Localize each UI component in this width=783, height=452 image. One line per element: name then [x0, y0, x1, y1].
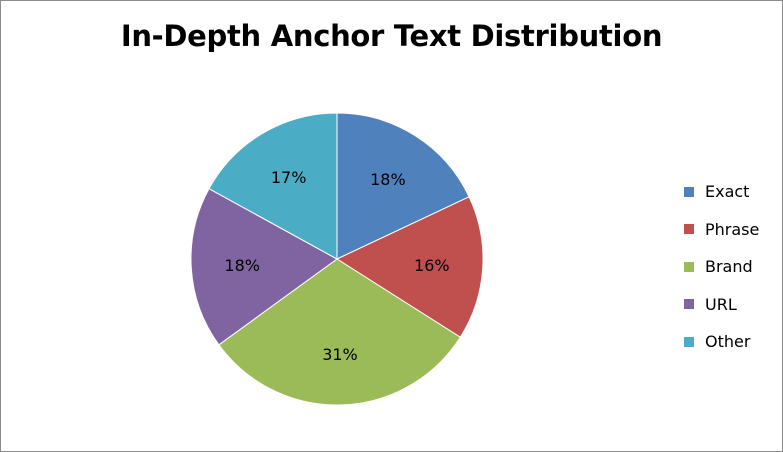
- legend-item-brand: Brand: [684, 248, 774, 286]
- pie-slice-brand: [218, 258, 461, 406]
- legend-label: URL: [705, 294, 737, 314]
- slice-label-other: 17%: [271, 168, 307, 187]
- legend-label: Brand: [705, 257, 753, 277]
- legend-label: Exact: [705, 182, 750, 202]
- chart-title: In-Depth Anchor Text Distribution: [120, 19, 663, 53]
- legend-swatch-other: [684, 336, 694, 347]
- legend-swatch-exact: [684, 186, 694, 197]
- legend-item-phrase: Phrase: [684, 211, 774, 249]
- legend-swatch-url: [684, 299, 694, 310]
- legend-label: Other: [705, 332, 751, 352]
- legend-label: Phrase: [705, 219, 760, 239]
- legend-swatch-phrase: [684, 224, 694, 235]
- legend-swatch-brand: [684, 261, 694, 272]
- pie-slice-other: [208, 112, 338, 260]
- legend-item-exact: Exact: [684, 173, 774, 211]
- pie-slice-exact: [336, 112, 470, 260]
- legend-item-url: URL: [684, 286, 774, 324]
- slice-label-exact: 18%: [370, 170, 406, 189]
- pie-slice-phrase: [335, 196, 484, 338]
- slice-label-url: 18%: [224, 256, 260, 275]
- slice-label-phrase: 16%: [414, 256, 450, 275]
- pie-slice-url: [190, 187, 338, 346]
- legend: Exact Phrase Brand URL Other: [684, 173, 774, 361]
- legend-item-other: Other: [684, 323, 774, 361]
- slice-label-brand: 31%: [322, 345, 358, 364]
